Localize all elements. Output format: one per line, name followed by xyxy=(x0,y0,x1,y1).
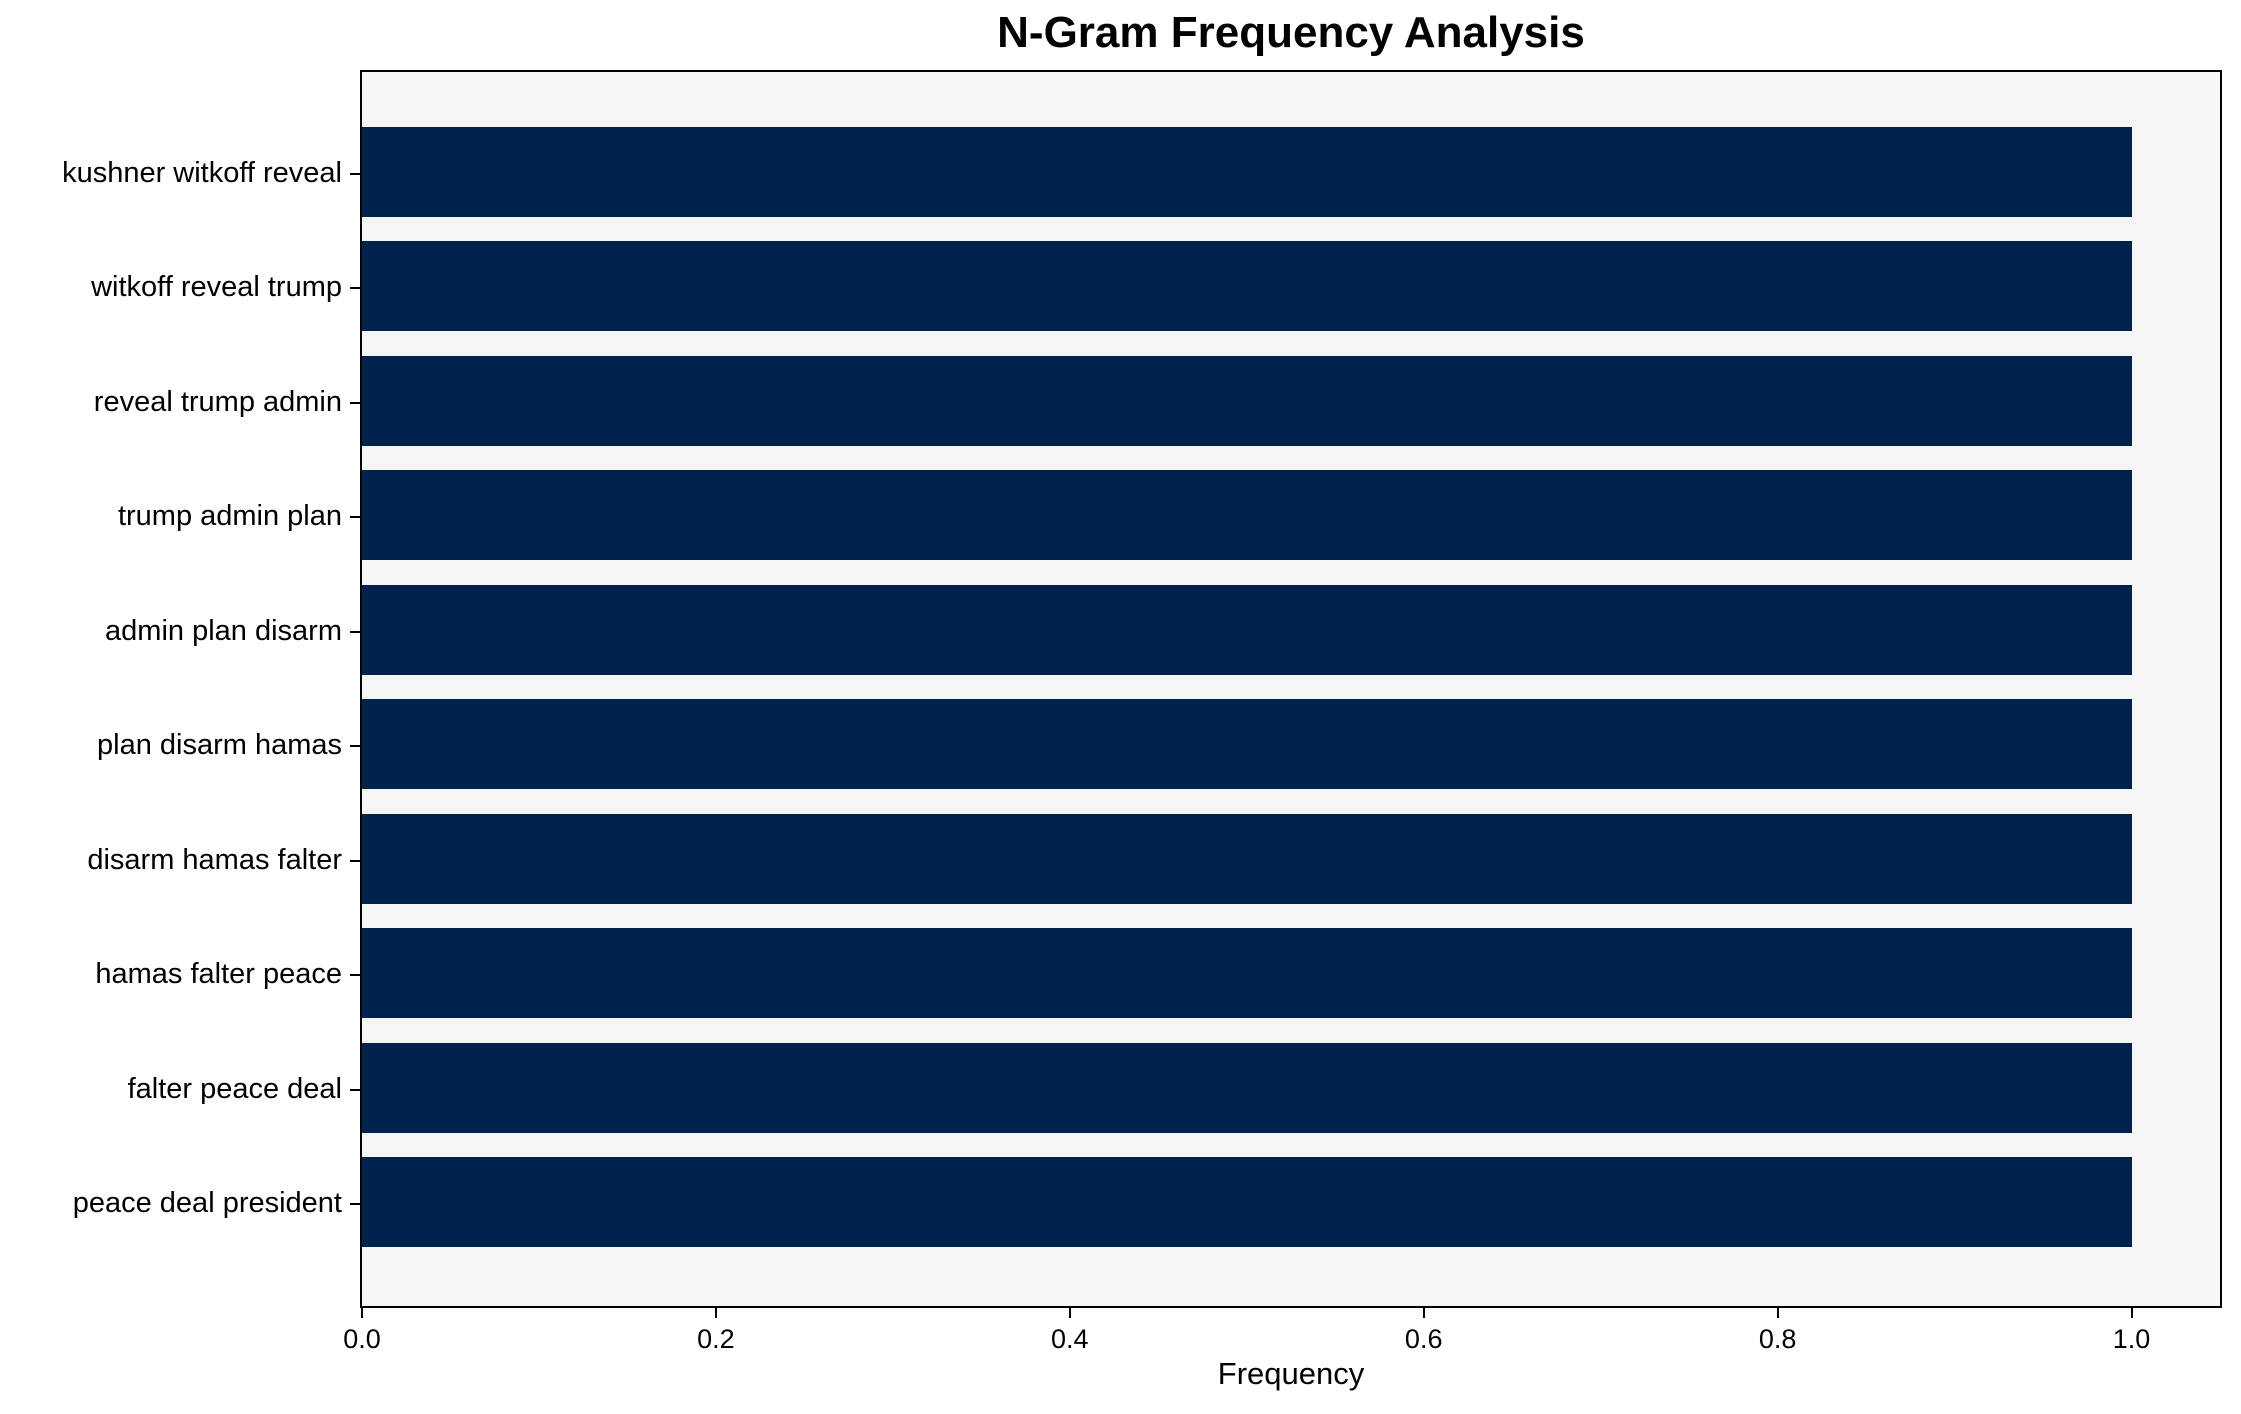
chart-title: N-Gram Frequency Analysis xyxy=(997,8,1585,57)
x-tick-label: 1.0 xyxy=(2112,1324,2151,1354)
bar-row xyxy=(362,699,2220,790)
x-tick-label: 0.4 xyxy=(1051,1324,1089,1354)
x-tick-label: 0.2 xyxy=(697,1324,735,1354)
bar-row xyxy=(362,1157,2220,1247)
bar-row xyxy=(362,584,2220,675)
y-tick-label: plan disarm hamas xyxy=(97,729,342,762)
x-tick-mark xyxy=(1068,1306,1071,1318)
y-tick-label: kushner witkoff reveal xyxy=(62,157,342,189)
y-tick-mark xyxy=(350,173,362,175)
bar-disarm-hamas-falter xyxy=(362,813,2132,904)
bar-trump-admin-plan xyxy=(362,470,2132,561)
y-tick-label: peace deal president xyxy=(72,1187,342,1219)
bars-container xyxy=(362,72,2220,1306)
bar-reveal-trump-admin xyxy=(362,355,2132,446)
y-tick-label: trump admin plan xyxy=(117,500,342,533)
y-tick-label: witkoff reveal trump xyxy=(91,271,342,304)
bar-row xyxy=(362,1042,2220,1133)
y-tick-mark xyxy=(350,1088,362,1091)
bar-row xyxy=(362,127,2220,217)
bar-row xyxy=(362,813,2220,904)
bar-witkoff-reveal-trump xyxy=(362,241,2132,332)
y-tick-mark xyxy=(350,859,362,862)
bar-kushner-witkoff-reveal xyxy=(362,127,2132,217)
y-tick-label: hamas falter peace xyxy=(95,958,342,991)
y-tick-mark xyxy=(350,401,362,404)
y-tick-mark xyxy=(350,630,362,633)
x-tick-mark xyxy=(714,1306,717,1318)
y-tick-mark xyxy=(350,745,362,748)
y-tick-label: reveal trump admin xyxy=(93,385,342,418)
y-tick-mark xyxy=(350,974,362,977)
bar-row xyxy=(362,355,2220,446)
y-tick-label: falter peace deal xyxy=(127,1072,342,1105)
bar-hamas-falter-peace xyxy=(362,928,2132,1019)
bar-peace-deal-president xyxy=(362,1157,2132,1247)
bar-plan-disarm-hamas xyxy=(362,699,2132,790)
x-tick-label: 0.0 xyxy=(343,1324,381,1354)
bar-falter-peace-deal xyxy=(362,1042,2132,1133)
bar-admin-plan-disarm xyxy=(362,584,2132,675)
x-tick-mark xyxy=(1776,1306,1779,1318)
y-tick-mark xyxy=(350,516,362,519)
y-tick-mark xyxy=(350,1203,362,1205)
x-tick-mark xyxy=(2130,1306,2133,1318)
x-tick-mark xyxy=(361,1306,363,1318)
bar-row xyxy=(362,241,2220,332)
y-tick-label: disarm hamas falter xyxy=(87,843,342,876)
x-tick-mark xyxy=(1422,1306,1425,1318)
x-tick-label: 0.6 xyxy=(1404,1324,1443,1354)
y-tick-mark xyxy=(350,287,362,290)
bar-row xyxy=(362,470,2220,561)
bar-row xyxy=(362,928,2220,1019)
y-tick-label: admin plan disarm xyxy=(105,614,342,647)
x-axis-label: Frequency xyxy=(1217,1356,1365,1391)
x-tick-label: 0.8 xyxy=(1758,1324,1797,1354)
plot-area xyxy=(360,70,2222,1308)
